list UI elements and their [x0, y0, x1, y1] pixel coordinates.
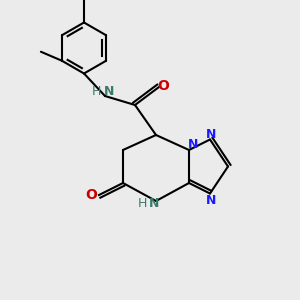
- Text: N: N: [206, 194, 217, 207]
- Text: H: H: [92, 85, 101, 98]
- Text: H: H: [138, 197, 147, 210]
- Text: O: O: [158, 79, 169, 92]
- Text: N: N: [103, 85, 114, 98]
- Text: N: N: [149, 197, 160, 210]
- Text: O: O: [85, 188, 98, 202]
- Text: N: N: [188, 138, 199, 151]
- Text: N: N: [206, 128, 217, 141]
